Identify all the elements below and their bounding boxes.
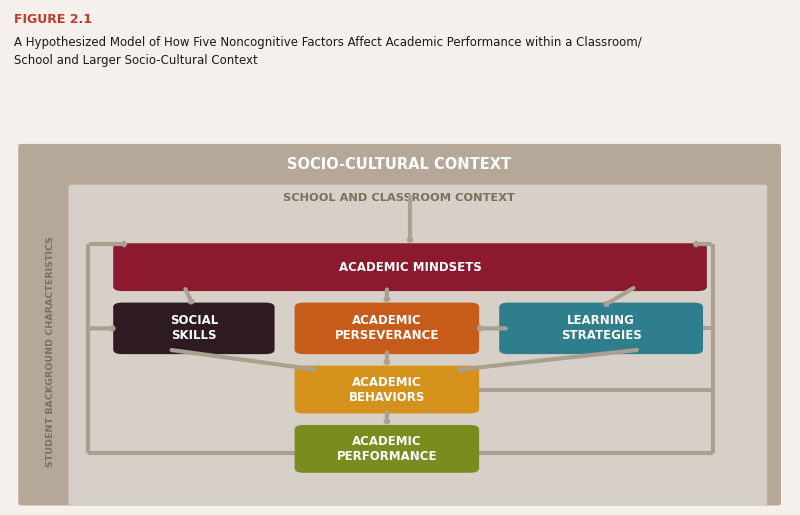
FancyBboxPatch shape [18,144,781,505]
FancyBboxPatch shape [294,366,479,414]
Text: A Hypothesized Model of How Five Noncognitive Factors Affect Academic Performanc: A Hypothesized Model of How Five Noncogn… [14,36,642,67]
FancyBboxPatch shape [114,243,707,291]
Text: LEARNING
STRATEGIES: LEARNING STRATEGIES [561,314,642,342]
FancyBboxPatch shape [294,425,479,473]
FancyBboxPatch shape [114,303,274,354]
FancyBboxPatch shape [69,185,767,505]
FancyBboxPatch shape [294,303,479,354]
Text: SOCIO-CULTURAL CONTEXT: SOCIO-CULTURAL CONTEXT [286,157,511,172]
Text: ACADEMIC
PERFORMANCE: ACADEMIC PERFORMANCE [337,435,437,463]
Text: FIGURE 2.1: FIGURE 2.1 [14,13,93,26]
Text: ACADEMIC
BEHAVIORS: ACADEMIC BEHAVIORS [349,375,425,404]
Text: STUDENT BACKGROUND CHARACTERISTICS: STUDENT BACKGROUND CHARACTERISTICS [46,236,55,467]
FancyBboxPatch shape [499,303,703,354]
Text: SOCIAL
SKILLS: SOCIAL SKILLS [170,314,218,342]
Text: ACADEMIC
PERSEVERANCE: ACADEMIC PERSEVERANCE [334,314,439,342]
Text: ACADEMIC MINDSETS: ACADEMIC MINDSETS [338,261,482,273]
Text: SCHOOL AND CLASSROOM CONTEXT: SCHOOL AND CLASSROOM CONTEXT [283,193,514,203]
